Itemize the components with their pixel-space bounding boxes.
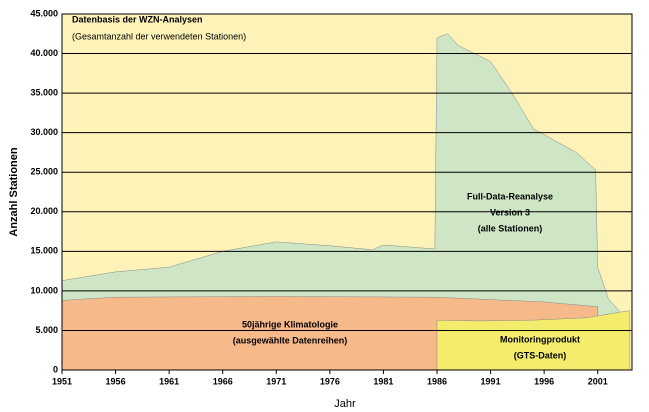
area-label: 50jährige Klimatologie [242, 319, 338, 329]
y-tick-label: 40.000 [30, 48, 58, 58]
y-axis-label: Anzahl Stationen [8, 147, 20, 237]
x-axis-label: Jahr [334, 398, 356, 410]
y-tick-label: 10.000 [30, 285, 58, 295]
x-tick-label: 1996 [534, 376, 554, 386]
chart-subtitle: (Gesamtanzahl der verwendeten Stationen) [72, 31, 246, 41]
area-label: Monitoringprodukt [500, 334, 580, 344]
y-tick-label: 30.000 [30, 127, 58, 137]
y-tick-label: 45.000 [30, 8, 58, 18]
area-label: (alle Stationen) [478, 223, 543, 233]
y-tick-label: 20.000 [30, 206, 58, 216]
area [61, 33, 620, 371]
x-tick-label: 1971 [266, 376, 286, 386]
x-tick-label: 1976 [320, 376, 340, 386]
chart-title: Datenbasis der WZN-Analysen [72, 14, 203, 24]
x-tick-label: 1956 [106, 376, 126, 386]
y-tick-label: 15.000 [30, 246, 58, 256]
x-tick-label: 1951 [52, 376, 72, 386]
y-tick-label: 25.000 [30, 167, 58, 177]
area-label: (GTS-Daten) [514, 350, 567, 360]
y-tick-label: 5.000 [35, 325, 58, 335]
plot-frame [61, 13, 633, 371]
area-label: Version 3 [490, 207, 530, 217]
x-tick-label: 2001 [588, 376, 608, 386]
x-tick-label: 1991 [481, 376, 501, 386]
area-label: Full-Data-Reanalyse [467, 191, 553, 201]
x-tick-label: 1966 [213, 376, 233, 386]
x-tick-label: 1981 [373, 376, 393, 386]
area-label: (ausgewählte Datenreihen) [233, 335, 348, 345]
y-tick-label: 0 [53, 364, 58, 374]
area [436, 310, 631, 371]
y-tick-label: 35.000 [30, 87, 58, 97]
x-tick-label: 1986 [427, 376, 447, 386]
x-tick-label: 1961 [159, 376, 179, 386]
